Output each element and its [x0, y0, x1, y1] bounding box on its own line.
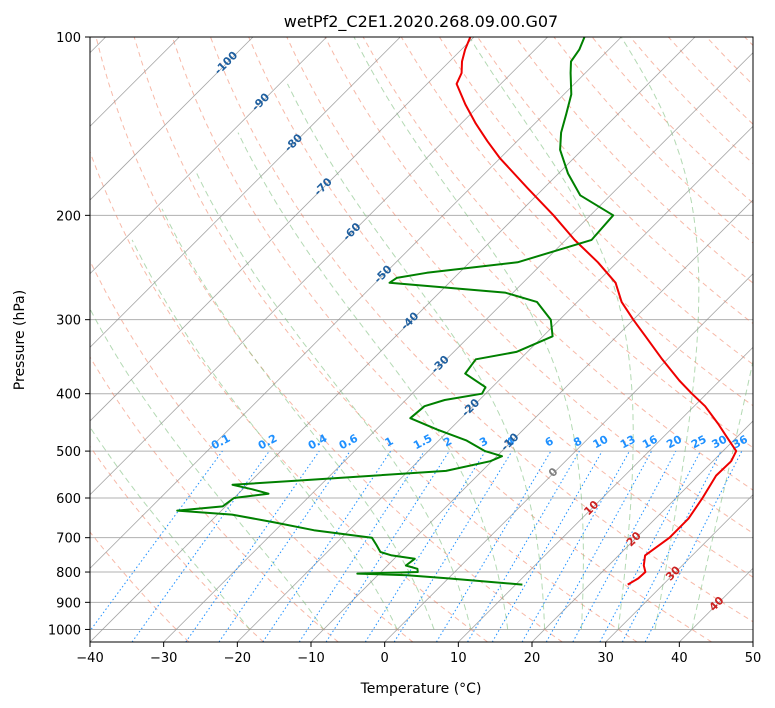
mixing-ratio-line: [467, 450, 580, 642]
mixing-ratio-label: 20: [664, 432, 684, 451]
isotherm-line: [163, 52, 753, 642]
dry-adiabat-line: [515, 37, 753, 284]
isotherm-line: [90, 37, 622, 569]
mixing-ratio-line: [393, 450, 513, 642]
mixing-ratio-line: [572, 450, 677, 642]
mixing-ratio-line: [218, 450, 351, 642]
y-axis-label: Pressure (hPa): [12, 290, 28, 390]
plot-frame: [89, 36, 754, 643]
moist-adiabat-line: [287, 83, 546, 630]
x-tick-label: 0: [381, 651, 389, 666]
y-tick-label: 500: [56, 445, 81, 460]
dry-adiabat-line: [90, 356, 339, 642]
isotherm-line: [458, 346, 753, 642]
moist-adiabat-line: [90, 308, 324, 630]
dry-adiabat-line: [90, 531, 190, 642]
x-tick-label: 40: [671, 651, 688, 666]
isotherm-line: [605, 494, 753, 642]
x-tick-label: −10: [297, 651, 324, 666]
isotherm-line: [90, 37, 475, 422]
dry-adiabat-line: [248, 37, 753, 578]
moist-adiabat-line: [161, 208, 435, 630]
dry-adiabat-line: [171, 37, 712, 642]
isotherm-line: [237, 125, 753, 642]
dry-adiabat-line: [210, 37, 753, 623]
isotherm-line: [90, 37, 254, 201]
moist-adiabat-line: [131, 239, 398, 630]
moist-adiabat-line: [353, 37, 584, 630]
isotherm-line: [310, 199, 753, 642]
isotherm-line: [90, 37, 327, 275]
y-tick-label: 800: [56, 566, 81, 581]
moist-adiabat-line: [90, 426, 251, 630]
mixing-ratio-line: [325, 450, 450, 642]
mixing-ratio-label: 13: [618, 433, 638, 452]
dry-adiabat-line: [90, 445, 264, 642]
mixing-ratio-label: 25: [689, 433, 709, 452]
x-tick-label: 30: [597, 651, 614, 666]
dry-adiabat-line: [133, 37, 638, 642]
x-tick-label: −20: [224, 651, 251, 666]
isotherm-line: [90, 37, 696, 642]
temperature-profile-line: [455, 37, 738, 586]
y-tick-label: 200: [56, 209, 81, 224]
series-lines: [176, 37, 738, 586]
mixing-ratio-line: [364, 450, 486, 642]
x-axis-label: Temperature (°C): [360, 681, 482, 697]
dry-adiabat-line: [95, 37, 563, 642]
mixing-ratio-line: [521, 450, 630, 642]
isotherm-line: [384, 273, 753, 642]
mixing-ratio-line: [545, 450, 653, 642]
y-tick-label: 600: [56, 492, 81, 507]
mixing-ratio-label: 16: [640, 433, 660, 452]
mixing-ratio-line: [185, 450, 320, 642]
moist-adiabat-line: [196, 173, 472, 630]
y-tick-label: 400: [56, 388, 81, 403]
isotherm-line: [90, 37, 548, 496]
isotherm-line: [90, 37, 401, 348]
dewpoint-profile-line: [176, 37, 615, 586]
dry-adiabat-line: [438, 37, 753, 366]
mixing-ratio-line: [491, 450, 603, 642]
mixing-ratio-label: 30: [710, 433, 730, 452]
moist-adiabat-line: [620, 37, 700, 630]
y-tick-label: 700: [56, 532, 81, 547]
x-tick-label: −30: [150, 651, 177, 666]
dry-adiabat-line: [400, 37, 753, 407]
mixing-ratio-label: 10: [591, 432, 611, 451]
mixing-ratio-label: 36: [730, 433, 750, 452]
y-tick-label: 300: [56, 314, 81, 329]
chart-title: wetPf2_C2E1.2020.268.09.00.G07: [284, 12, 558, 32]
isotherm-line: [531, 420, 753, 642]
mixing-ratio-line: [435, 450, 552, 642]
y-tick-label: 100: [56, 31, 81, 46]
x-tick-label: −40: [76, 651, 103, 666]
x-tick-label: 20: [524, 651, 541, 666]
x-tick-label: 50: [745, 651, 762, 666]
dry-adiabat-line: [90, 150, 488, 642]
y-tick-label: 900: [56, 596, 81, 611]
axes: −40 −30 −20 −10 0 10 20 30 40 50 100 200 300 400 500 60…: [48, 31, 761, 666]
moist-adiabat-line: [469, 37, 634, 630]
x-tick-label: 10: [450, 651, 467, 666]
moist-adiabat-line: [237, 132, 509, 630]
moist-adiabat-line: [691, 358, 753, 630]
y-tick-label: 1000: [48, 623, 81, 638]
